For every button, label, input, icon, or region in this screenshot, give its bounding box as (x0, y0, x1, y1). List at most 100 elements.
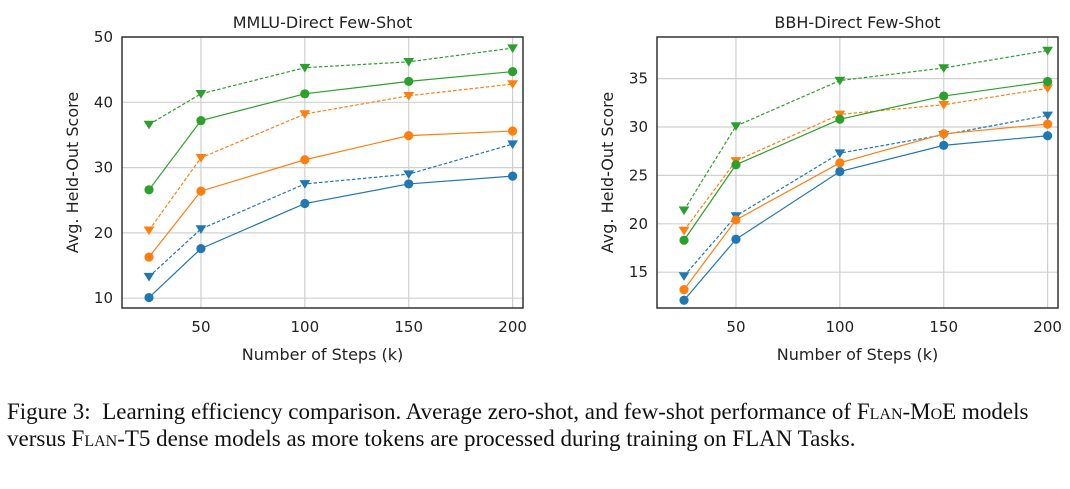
data-point (143, 226, 155, 236)
data-point (143, 120, 155, 130)
data-point (939, 91, 949, 101)
chart-title: MMLU-Direct Few-Shot (233, 13, 413, 32)
series-line (148, 83, 513, 231)
data-point (731, 234, 741, 244)
data-point (1042, 84, 1054, 94)
x-tick-label: 150 (394, 318, 423, 336)
data-point (144, 292, 154, 303)
caption-text-1: Learning efficiency comparison. Average … (102, 399, 857, 424)
series-green-triangle-dashed (678, 46, 1054, 216)
series-line (683, 49, 1048, 211)
caption-text-3: dense models as more tokens are processe… (150, 426, 856, 451)
plot-frame (121, 36, 524, 309)
data-point (300, 155, 310, 165)
series-blue-triangle-dashed (678, 111, 1054, 281)
data-point (507, 140, 519, 149)
y-tick-label: 15 (629, 263, 648, 281)
data-point (404, 76, 414, 87)
data-point (508, 67, 518, 77)
y-tick-label: 25 (629, 166, 648, 184)
y-tick-label: 30 (94, 159, 113, 177)
caption-flan-moe: Flan-MoE (856, 399, 957, 424)
data-point (938, 100, 950, 110)
plot-frame (656, 36, 1059, 309)
data-point (299, 110, 311, 119)
y-tick-label: 10 (94, 289, 113, 307)
data-point (730, 122, 742, 131)
data-point (195, 90, 207, 99)
data-point (195, 225, 207, 234)
data-point (835, 158, 845, 168)
series-green-circle-solid (144, 67, 518, 195)
data-point (679, 285, 689, 295)
grid (657, 37, 1058, 308)
data-point (834, 149, 846, 159)
series-orange-triangle-dashed (143, 80, 519, 236)
x-tick-label: 150 (929, 318, 958, 336)
data-point (1042, 46, 1054, 56)
series-orange-circle-solid (144, 126, 518, 262)
data-point (938, 64, 950, 73)
data-point (299, 180, 311, 189)
series-blue-circle-solid (144, 171, 518, 303)
data-point (679, 295, 689, 305)
data-point (678, 272, 690, 281)
data-point (403, 170, 415, 179)
data-point (678, 206, 690, 216)
y-tick-label: 50 (94, 28, 113, 46)
data-point (939, 140, 949, 150)
data-point (404, 131, 414, 141)
data-point (835, 166, 845, 177)
data-point (196, 243, 206, 254)
series-blue-circle-solid (679, 131, 1053, 305)
figure-caption: Figure 3: Learning efficiency comparison… (7, 398, 1067, 452)
data-point (144, 185, 154, 195)
data-point (143, 272, 155, 282)
data-point (299, 63, 311, 73)
data-point (939, 129, 949, 139)
x-axis-label: Number of Steps (k) (777, 345, 938, 364)
series-line (148, 47, 513, 126)
data-point (731, 160, 741, 170)
caption-text-2: models versus (7, 399, 1029, 451)
data-point (403, 91, 415, 101)
chart-mmlu: 50 100 150 200 10 20 30 40 50 MMLU-Direct Few-Sho… (63, 13, 527, 364)
data-point (196, 115, 206, 126)
y-tick-label: 20 (629, 215, 648, 233)
y-tick-label: 35 (629, 70, 648, 88)
data-point (195, 154, 207, 163)
data-point (300, 198, 310, 209)
x-tick-label: 100 (826, 318, 855, 336)
series-line (683, 114, 1048, 277)
series-green-triangle-dashed (143, 44, 519, 130)
data-point (508, 171, 518, 181)
chart-bbh: 50 100 150 200 15 20 25 30 35 BBH-Direct Few-Shot… (598, 13, 1062, 364)
data-point (1043, 76, 1053, 87)
data-point (144, 252, 154, 262)
data-point (507, 44, 519, 53)
chart-title: BBH-Direct Few-Shot (774, 13, 940, 32)
x-tick-label: 100 (291, 318, 320, 336)
caption-flan-t5: Flan-T5 (71, 426, 151, 451)
data-point (1043, 131, 1053, 141)
data-point (835, 114, 845, 124)
data-point (678, 226, 690, 236)
data-point (508, 126, 518, 136)
series-green-circle-solid (679, 76, 1053, 245)
data-point (1043, 119, 1053, 129)
x-tick-label: 50 (191, 318, 210, 336)
data-point (731, 215, 741, 225)
y-tick-label: 30 (629, 118, 648, 136)
data-point (507, 80, 519, 89)
data-point (834, 76, 846, 86)
y-tick-label: 40 (94, 93, 113, 111)
y-axis-label: Avg. Held-Out Score (63, 92, 82, 253)
data-point (196, 186, 206, 196)
series-line (148, 71, 513, 191)
data-point (679, 235, 689, 245)
x-tick-label: 200 (498, 318, 527, 336)
data-point (1042, 111, 1054, 121)
series-orange-circle-solid (679, 119, 1053, 295)
x-tick-label: 50 (726, 318, 745, 336)
grid (122, 36, 523, 308)
